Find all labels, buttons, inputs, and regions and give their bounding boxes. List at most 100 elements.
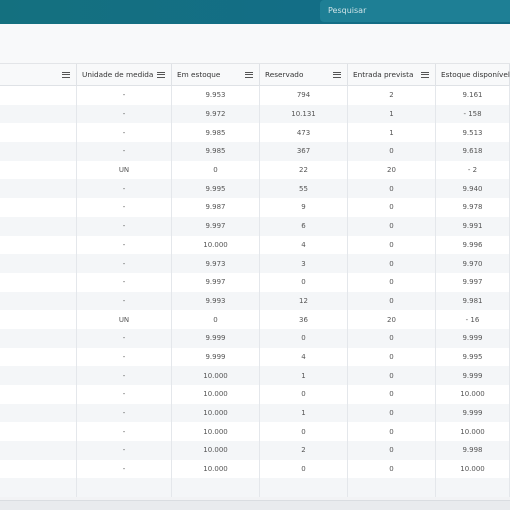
table-row[interactable]: -10.000 0 0 10.000 — [0, 385, 510, 404]
cell-available-stock: 9.981 — [436, 291, 510, 311]
cell-available-stock: 9.513 — [436, 123, 510, 143]
cell-reserved: 12 — [260, 291, 348, 311]
column-header-unit[interactable]: Unidade de medida — [77, 64, 172, 85]
cell-unit: - — [77, 198, 172, 217]
cell-product — [0, 104, 77, 124]
search-input[interactable]: Pesquisar — [320, 0, 510, 22]
cell-reserved: 3 — [260, 254, 348, 273]
cell-reserved: 2 — [260, 441, 348, 460]
table-row[interactable]: UN 0 36 20- 16 — [0, 310, 510, 329]
table-row[interactable]: -10.000 1 0 9.999 — [0, 403, 510, 423]
cell-product — [0, 291, 77, 311]
table-row[interactable]: -10.000 4 0 9.996 — [0, 235, 510, 255]
column-header-reserved[interactable]: Reservado — [260, 64, 348, 85]
cell-product — [0, 385, 77, 404]
column-header-expected-entry[interactable]: Entrada prevista — [348, 64, 436, 85]
cell-reserved: 1 — [260, 366, 348, 385]
stock-table: Unidade de medida Em estoque Reservado E… — [0, 64, 510, 498]
cell-expected-entry: 2 — [348, 86, 436, 105]
column-menu-icon[interactable] — [62, 71, 70, 78]
column-header-available-stock[interactable]: Estoque disponível — [436, 64, 510, 85]
cell-unit: - — [77, 422, 172, 442]
cell-unit: - — [77, 86, 172, 105]
table-row[interactable]: -10.000 1 0 9.999 — [0, 366, 510, 385]
cell-in-stock: 9.995 — [172, 179, 260, 199]
column-menu-icon[interactable] — [157, 71, 165, 78]
column-menu-icon[interactable] — [421, 71, 429, 78]
table-row[interactable]: -10.000 0 0 10.000 — [0, 422, 510, 442]
cell-reserved: 10.131 — [260, 104, 348, 124]
cell-in-stock: 9.987 — [172, 198, 260, 217]
cell-expected-entry: 0 — [348, 198, 436, 217]
cell-reserved: 0 — [260, 459, 348, 479]
cell-product — [0, 216, 77, 236]
table-row[interactable]: -9.973 3 0 9.970 — [0, 254, 510, 273]
cell-reserved — [260, 478, 348, 498]
cell-available-stock: 10.000 — [436, 422, 510, 442]
table-row[interactable]: -9.985 367 0 9.618 — [0, 142, 510, 161]
cell-expected-entry: 20 — [348, 310, 436, 329]
cell-reserved: 0 — [260, 422, 348, 442]
cell-in-stock: 9.973 — [172, 254, 260, 273]
cell-expected-entry — [348, 478, 436, 498]
cell-expected-entry: 0 — [348, 254, 436, 273]
column-header-product[interactable] — [0, 64, 77, 85]
cell-unit: UN — [77, 160, 172, 180]
table-row[interactable]: -9.997 0 0 9.997 — [0, 272, 510, 292]
cell-reserved: 22 — [260, 160, 348, 180]
horizontal-scrollbar[interactable] — [0, 500, 510, 510]
table-row[interactable]: -9.972 10.131 1- 158 — [0, 104, 510, 124]
cell-product — [0, 441, 77, 460]
cell-available-stock: 9.996 — [436, 235, 510, 255]
table-row[interactable]: UN 0 22 20- 2 — [0, 160, 510, 180]
cell-expected-entry: 0 — [348, 142, 436, 161]
cell-expected-entry: 1 — [348, 104, 436, 124]
cell-product — [0, 160, 77, 180]
cell-expected-entry: 1 — [348, 123, 436, 143]
cell-product — [0, 366, 77, 385]
cell-product — [0, 254, 77, 273]
cell-in-stock: 9.972 — [172, 104, 260, 124]
cell-available-stock: 9.999 — [436, 403, 510, 423]
table-row[interactable]: -9.999 4 0 9.995 — [0, 347, 510, 367]
table-row[interactable]: -9.999 0 0 9.999 — [0, 328, 510, 348]
table-row[interactable]: -9.953 794 2 9.161 — [0, 86, 510, 105]
table-row[interactable]: -9.985 473 1 9.513 — [0, 123, 510, 143]
cell-available-stock: - 158 — [436, 104, 510, 124]
table-row[interactable]: -9.993 12 0 9.981 — [0, 291, 510, 311]
cell-unit — [77, 478, 172, 498]
cell-reserved: 4 — [260, 347, 348, 367]
cell-unit: - — [77, 459, 172, 479]
cell-in-stock: 10.000 — [172, 366, 260, 385]
cell-expected-entry: 0 — [348, 459, 436, 479]
toolbar — [0, 24, 510, 64]
cell-product — [0, 272, 77, 292]
cell-expected-entry: 0 — [348, 422, 436, 442]
column-header-in-stock[interactable]: Em estoque — [172, 64, 260, 85]
cell-unit: - — [77, 104, 172, 124]
table-row[interactable]: -10.000 0 0 10.000 — [0, 459, 510, 479]
cell-product — [0, 86, 77, 105]
table-row[interactable]: -9.997 6 0 9.991 — [0, 216, 510, 236]
cell-product — [0, 459, 77, 479]
cell-in-stock: 9.999 — [172, 347, 260, 367]
cell-expected-entry: 20 — [348, 160, 436, 180]
column-menu-icon[interactable] — [245, 71, 253, 78]
table-row[interactable]: -10.000 2 0 9.998 — [0, 441, 510, 460]
column-menu-icon[interactable] — [333, 71, 341, 78]
table-row[interactable]: -9.995 55 0 9.940 — [0, 179, 510, 199]
cell-product — [0, 123, 77, 143]
cell-in-stock: 9.985 — [172, 123, 260, 143]
table-row[interactable]: -9.987 9 0 9.978 — [0, 198, 510, 217]
cell-in-stock: 9.997 — [172, 272, 260, 292]
cell-product — [0, 179, 77, 199]
cell-reserved: 6 — [260, 216, 348, 236]
cell-unit: - — [77, 179, 172, 199]
cell-in-stock: 10.000 — [172, 459, 260, 479]
cell-in-stock: 10.000 — [172, 422, 260, 442]
cell-available-stock: 9.998 — [436, 441, 510, 460]
cell-expected-entry: 0 — [348, 216, 436, 236]
table-row[interactable] — [0, 478, 510, 498]
cell-in-stock — [172, 478, 260, 498]
table-body: -9.953 794 2 9.161-9.972 10.131 1- 158-9.985 4… — [0, 86, 510, 498]
